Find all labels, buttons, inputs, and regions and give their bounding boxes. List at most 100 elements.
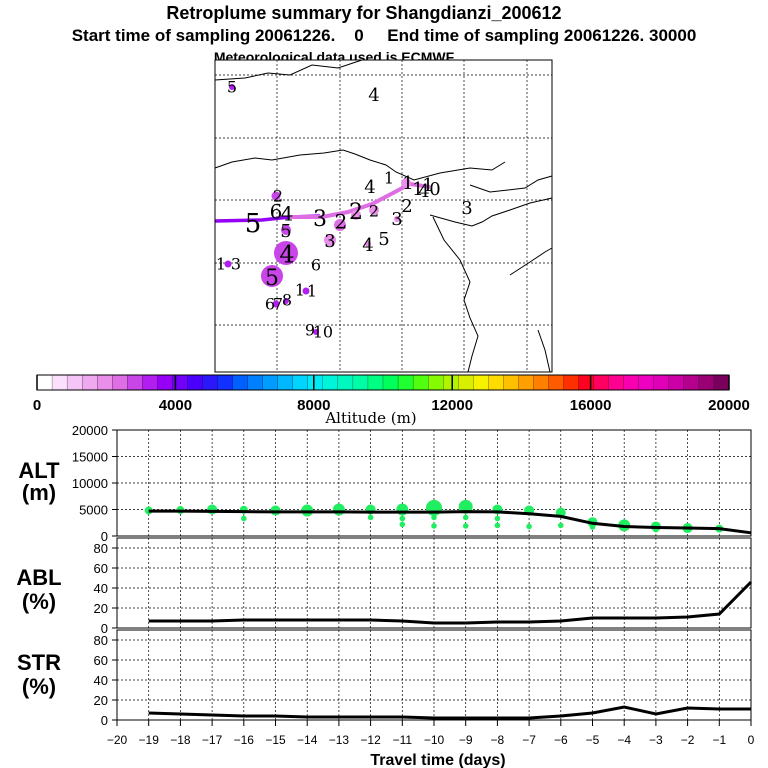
colorbar-cell xyxy=(653,374,670,391)
y-tick-label: 20 xyxy=(94,601,108,616)
colorbar-cell xyxy=(623,374,640,391)
colorbar-cell xyxy=(443,374,459,391)
colorbar-tick-label: 12000 xyxy=(431,397,473,414)
colorbar-cell xyxy=(322,374,339,391)
map-day-label: 1 xyxy=(422,175,433,196)
colorbar-cell xyxy=(518,374,534,391)
alt-plume-dot xyxy=(494,522,501,529)
colorbar-cell xyxy=(51,374,68,391)
colorbar-cell xyxy=(337,374,354,391)
alt-plume-dot xyxy=(367,514,374,521)
x-tick-label: −1 xyxy=(712,733,726,747)
map-coastlines xyxy=(214,59,553,373)
colorbar-cell xyxy=(277,374,294,391)
y-tick-label: 60 xyxy=(94,561,108,576)
map-day-label: 5 xyxy=(245,209,262,239)
map-day-label: 2 xyxy=(401,196,412,217)
colorbar-cell xyxy=(232,374,249,391)
x-tick-label: −12 xyxy=(360,733,381,747)
y-tick-label: 40 xyxy=(94,673,108,688)
x-tick-label: −15 xyxy=(265,733,286,747)
alt-plume-dot xyxy=(589,524,596,530)
map-day-label: 6 xyxy=(265,295,275,314)
x-tick-label: −4 xyxy=(617,733,631,747)
map-day-label: 1 xyxy=(384,169,394,188)
x-tick-label: −13 xyxy=(329,733,350,747)
map-day-label: 5 xyxy=(227,78,237,97)
colorbar-cell xyxy=(292,374,309,391)
y-tick-label: 60 xyxy=(94,653,108,668)
alt-plume-dot xyxy=(526,523,532,530)
colorbar-tick-label: 4000 xyxy=(159,397,192,414)
colorbar-cell xyxy=(202,374,218,391)
y-tick-label: 40 xyxy=(94,581,108,596)
colorbar-cell xyxy=(578,374,595,391)
colorbar-cell xyxy=(262,374,279,391)
x-tick-label: −11 xyxy=(393,733,413,747)
alt-plume-dot xyxy=(431,514,437,521)
colorbar-cell xyxy=(668,374,685,391)
colorbar-cell xyxy=(82,374,98,391)
map-day-label: 1 xyxy=(402,173,413,194)
y-tick-label: 80 xyxy=(94,633,108,648)
altitude-colorbar: 0 4000 8000 12000 16000 20000 Altitude (m) xyxy=(33,374,750,427)
y-tick-label: 5000 xyxy=(79,503,108,518)
map-frame xyxy=(214,59,553,373)
colorbar-cell xyxy=(187,374,203,391)
abl-frame xyxy=(116,537,752,629)
map-day-label: 3 xyxy=(391,209,402,230)
colorbar-cell xyxy=(563,374,579,391)
map-day-label: 1 xyxy=(307,282,317,301)
x-tick-label: −10 xyxy=(424,733,445,747)
map-day-label: 4 xyxy=(418,181,429,202)
y-tick-label: 80 xyxy=(94,541,108,556)
y-tick-label: 0 xyxy=(101,621,108,636)
colorbar-cell xyxy=(412,374,429,391)
map-day-label: 5 xyxy=(378,229,389,250)
map-day-label: 0 xyxy=(429,179,440,200)
str-panel: 0 20 40 60 80 xyxy=(94,629,752,728)
colorbar-cells xyxy=(36,374,730,391)
colorbar-tick-labels: 0 4000 8000 12000 16000 20000 xyxy=(33,375,750,414)
x-tick-label: −9 xyxy=(459,733,473,747)
colorbar-cell xyxy=(548,374,564,391)
alt-plume-dot xyxy=(431,523,437,529)
abl-series-line xyxy=(148,580,753,625)
colorbar-cell xyxy=(698,374,715,391)
colorbar-tick-label: 20000 xyxy=(708,397,750,414)
colorbar-cell xyxy=(127,374,143,391)
colorbar-cell xyxy=(488,374,504,391)
x-tick-label: −6 xyxy=(554,733,568,747)
y-tick-label: 15000 xyxy=(72,450,108,465)
abl-panel-unit: (%) xyxy=(22,589,56,614)
colorbar-cell xyxy=(683,374,700,391)
colorbar-cell xyxy=(473,374,489,391)
alt-plume-dot xyxy=(332,503,345,516)
x-tick-label: −16 xyxy=(234,733,255,747)
colorbar-tick-label: 0 xyxy=(33,397,41,414)
x-tick-label: −18 xyxy=(170,733,191,747)
colorbar-cell xyxy=(157,374,173,391)
colorbar-cell xyxy=(397,374,414,391)
alt-frame xyxy=(116,429,752,537)
colorbar-cell xyxy=(352,374,369,391)
x-tick-label: −3 xyxy=(649,733,663,747)
map-day-label: 1 xyxy=(313,323,323,342)
alt-series-line xyxy=(148,509,752,535)
map-day-label: 3 xyxy=(231,255,241,274)
x-tick-label: −17 xyxy=(202,733,223,747)
x-tick-label: −7 xyxy=(522,733,536,747)
map-day-label: 6 xyxy=(270,200,283,224)
alt-plume-dot xyxy=(396,503,409,516)
y-tick-label: 10000 xyxy=(72,476,108,491)
colorbar-cell xyxy=(428,374,444,391)
colorbar-cell xyxy=(367,374,384,391)
colorbar-cell xyxy=(608,374,625,391)
map-day-label: 9 xyxy=(305,321,315,340)
colorbar-cell xyxy=(36,374,53,391)
colorbar-cell xyxy=(458,374,474,391)
map-day-label: 3 xyxy=(313,207,327,232)
alt-plume-dot xyxy=(462,523,469,529)
